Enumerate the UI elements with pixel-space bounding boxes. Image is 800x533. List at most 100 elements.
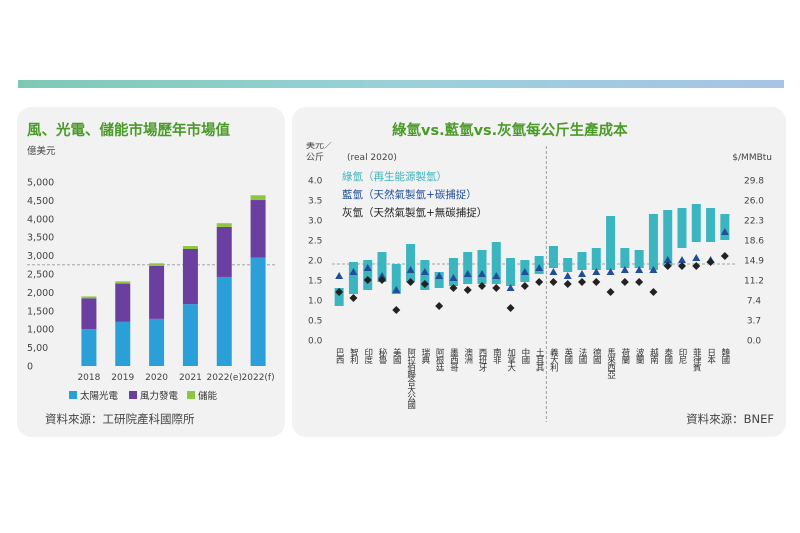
market-chart-source: 資料來源：工研院產科國際所 [45,412,195,426]
y-tick-label: 4,000 [27,214,54,225]
grey-h2-marker [363,276,372,284]
right-y-tick-label: 0.0 [747,337,762,347]
left-axis-unit-line2: 公斤 [306,152,324,163]
grey-h2-marker [706,258,715,266]
blue-h2-marker [492,272,501,279]
bar-wind [216,226,232,277]
y-tick-label: 5,000 [27,178,54,189]
blue-h2-marker [635,266,644,273]
x-tick-label: 2020 [145,373,168,383]
blue-h2-marker [692,254,701,261]
green-h2-range-bar [506,258,516,286]
grey-h2-marker [506,304,515,312]
y-tick-label: 3,500 [27,233,54,244]
bar-storage [216,223,232,227]
left-y-tick-label: 1.0 [308,297,323,307]
green-h2-range-bar [706,208,716,242]
y-tick-label: 1,000 [27,325,54,336]
blue-h2-marker [720,228,729,235]
blue-h2-marker [520,268,529,275]
x-category-label: 中國 [520,347,530,365]
green-h2-range-bar [648,214,658,270]
blue-h2-marker [363,264,372,271]
grey-h2-marker [463,286,472,294]
grey-h2-marker [492,284,501,292]
blue-h2-marker [378,272,386,279]
x-category-label: 波蘭 [634,347,644,365]
market-value-chart: 億美元 0 5,00 1,000 1,500 2,000 2,500 3,000 3,500 4,… [27,145,277,402]
bar-wind [115,283,131,322]
bar-wind [250,200,266,258]
blue-h2-marker [578,270,586,277]
grey-h2-marker [349,294,358,302]
hydrogen-chart-source: 資料來源：BNEF [686,412,774,426]
blue-h2-marker [549,268,558,275]
hydrogen-cost-panel: 綠氫vs.藍氫vs.灰氫每公斤生產成本 美元／ 公斤 (real 2020) $/MM… [292,107,786,437]
x-tick-label: 2018 [77,373,100,383]
blue-h2-marker [592,268,601,275]
left-y-tick-label: 0.0 [308,337,323,347]
grey-h2-marker [420,280,429,288]
x-category-label: 馬來西亞 [606,348,616,379]
left-y-tick-label: 0.5 [308,317,322,327]
y-tick-label: 2,500 [27,270,54,281]
x-category-label: 墨西哥 [448,348,458,372]
x-category-label: 法國 [577,347,587,365]
grey-h2-marker [678,262,686,270]
grey-h2-marker [563,280,572,288]
green-h2-range-bar [691,204,701,242]
blue-h2-marker [478,270,486,277]
green-h2-range-bar [577,252,587,270]
legend-label: 儲能 [198,390,218,402]
left-axis-unit-line1: 美元／ [306,142,333,151]
y-axis-unit: 億美元 [27,145,56,157]
y-tick-label: 5,00 [27,343,48,354]
y-tick-label: 3,000 [27,251,54,262]
x-category-label: 南非 [491,347,501,365]
grey-h2-marker [392,306,401,314]
grey-h2-marker [606,288,615,296]
left-y-tick-label: 4.0 [308,177,323,187]
grey-h2-marker [520,282,529,290]
right-y-tick-label: 14.9 [744,257,764,267]
grey-h2-marker [620,278,629,286]
green-h2-range-bar [463,252,473,284]
y-tick-label: 1,500 [27,306,54,317]
green-h2-range-bar [434,272,444,288]
x-category-label: 印尼 [677,347,687,365]
right-y-tick-label: 3.7 [747,317,761,327]
blue-h2-marker [663,256,672,263]
blue-h2-marker [678,256,686,263]
grey-h2-marker [549,278,558,286]
currency-basis-note: (real 2020) [347,153,397,163]
blue-h2-marker [420,268,429,275]
green-h2-range-bar [391,264,401,294]
blue-h2-marker [563,272,572,279]
blue-h2-marker [435,272,444,279]
blue-h2-marker [463,270,472,277]
green-h2-range-bar [563,258,573,272]
right-y-tick-label: 11.2 [744,277,764,287]
green-h2-range-bar [406,244,416,282]
blue-h2-marker [349,268,358,275]
green-h2-range-bar [348,262,358,294]
right-y-tick-label: 29.8 [744,177,764,187]
blue-h2-marker [620,266,629,273]
y-tick-label: 0 [27,362,33,373]
x-category-label: 阿拉伯聯合大公國 [406,348,416,410]
blue-h2-marker [335,272,344,279]
x-tick-label: 2022(f) [242,373,275,383]
legend-label: 灰氫（天然氣製氫+無碳捕捉） [342,206,487,219]
x-category-label: 德國 [591,347,601,365]
bar-storage [182,246,198,249]
legend-label: 綠氫（再生能源製氫） [342,170,447,183]
bar-solar [182,304,198,366]
green-h2-range-bar [377,252,387,282]
left-y-tick-label: 1.5 [308,277,322,287]
bar-solar [115,321,131,366]
grey-h2-marker [649,288,658,296]
left-y-tick-label: 3.0 [308,217,323,227]
grey-h2-marker [720,252,729,260]
grey-h2-marker [692,262,701,270]
bar-storage [115,281,131,284]
